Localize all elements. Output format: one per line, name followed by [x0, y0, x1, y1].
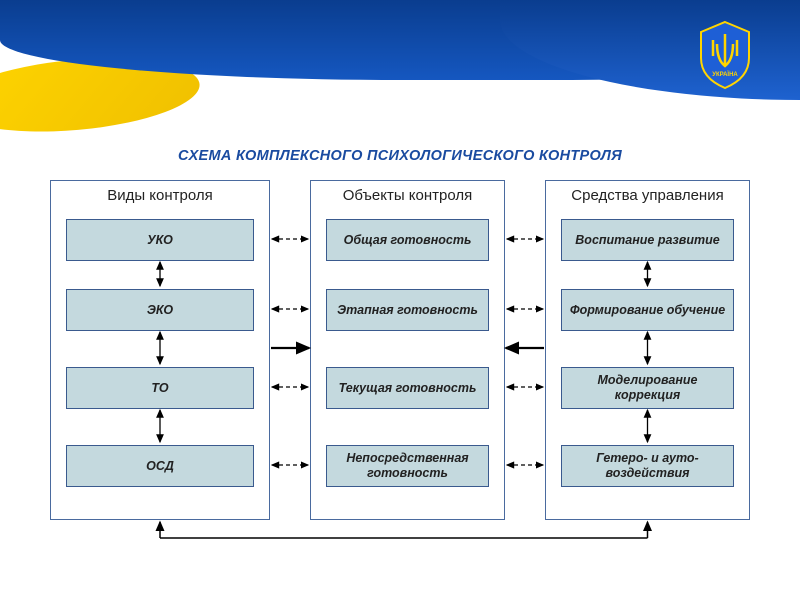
column-types: Виды контроля УКО ЭКО ТО ОСД	[50, 180, 270, 520]
header-blue-swoosh-right	[500, 0, 800, 100]
diagram-area: Виды контроля УКО ЭКО ТО ОСД Объекты контро…	[50, 180, 750, 570]
node-right-1: Формирование обучение	[561, 289, 734, 331]
node-mid-3: Непосредственная готовность	[326, 445, 489, 487]
node-left-1: ЭКО	[66, 289, 254, 331]
node-right-3: Гетеро- и ауто-воздействия	[561, 445, 734, 487]
column-types-title: Виды контроля	[51, 181, 269, 214]
node-left-0: УКО	[66, 219, 254, 261]
node-right-0: Воспитание развитие	[561, 219, 734, 261]
column-means-title: Средства управления	[546, 181, 749, 214]
column-means: Средства управления Воспитание развитие Ф…	[545, 180, 750, 520]
ukraine-crest-logo: УКРАЇНА	[695, 20, 755, 90]
node-left-3: ОСД	[66, 445, 254, 487]
node-left-2: ТО	[66, 367, 254, 409]
node-mid-0: Общая готовность	[326, 219, 489, 261]
column-objects-title: Объекты контроля	[311, 181, 504, 214]
node-mid-2: Текущая готовность	[326, 367, 489, 409]
logo-text: УКРАЇНА	[712, 71, 738, 78]
node-right-2: Моделирование коррекция	[561, 367, 734, 409]
node-mid-1: Этапная готовность	[326, 289, 489, 331]
header-band: УКРАЇНА	[0, 0, 800, 130]
column-objects: Объекты контроля Общая готовность Этапная…	[310, 180, 505, 520]
diagram-title: СХЕМА КОМПЛЕКСНОГО ПСИХОЛОГИЧЕСКОГО КОНТ…	[80, 148, 720, 164]
